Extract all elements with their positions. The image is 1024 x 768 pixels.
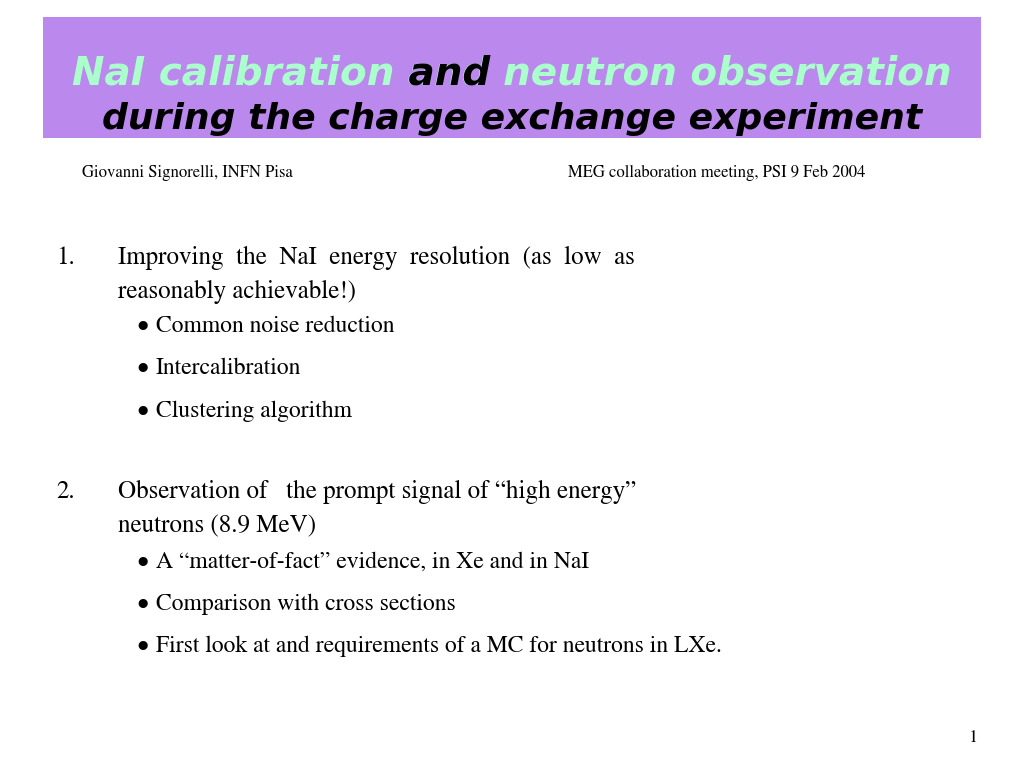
Text: reasonably achievable!): reasonably achievable!)	[118, 280, 355, 304]
Text: •: •	[136, 316, 148, 337]
Text: Common noise reduction: Common noise reduction	[156, 316, 394, 337]
Text: NaI calibration and neutron observation: NaI calibration and neutron observation	[72, 55, 952, 93]
Text: •: •	[136, 594, 148, 615]
Text: A “matter-of-fact” evidence, in Xe and in NaI: A “matter-of-fact” evidence, in Xe and i…	[156, 551, 589, 573]
Text: MEG collaboration meeting, PSI 9 Feb 2004: MEG collaboration meeting, PSI 9 Feb 200…	[568, 165, 865, 180]
Text: Clustering algorithm: Clustering algorithm	[156, 400, 351, 422]
Text: and: and	[394, 55, 504, 93]
Text: Improving  the  NaI  energy  resolution  (as  low  as: Improving the NaI energy resolution (as …	[118, 246, 635, 270]
Text: •: •	[136, 400, 148, 422]
Text: First look at and requirements of a MC for neutrons in LXe.: First look at and requirements of a MC f…	[156, 636, 722, 657]
Text: •: •	[136, 551, 148, 573]
Text: during the charge exchange experiment: during the charge exchange experiment	[102, 102, 922, 136]
Text: 2.: 2.	[56, 480, 75, 504]
Text: Giovanni Signorelli, INFN Pisa: Giovanni Signorelli, INFN Pisa	[82, 165, 293, 180]
Text: Comparison with cross sections: Comparison with cross sections	[156, 594, 456, 615]
Text: neutrons (8.9 MeV): neutrons (8.9 MeV)	[118, 515, 315, 538]
FancyBboxPatch shape	[43, 17, 981, 138]
Text: Observation of   the prompt signal of “high energy”: Observation of the prompt signal of “hig…	[118, 480, 636, 504]
Text: •: •	[136, 636, 148, 657]
Text: 1.: 1.	[56, 246, 75, 270]
Text: 1: 1	[969, 730, 978, 746]
Text: •: •	[136, 358, 148, 379]
Text: Intercalibration: Intercalibration	[156, 358, 301, 379]
